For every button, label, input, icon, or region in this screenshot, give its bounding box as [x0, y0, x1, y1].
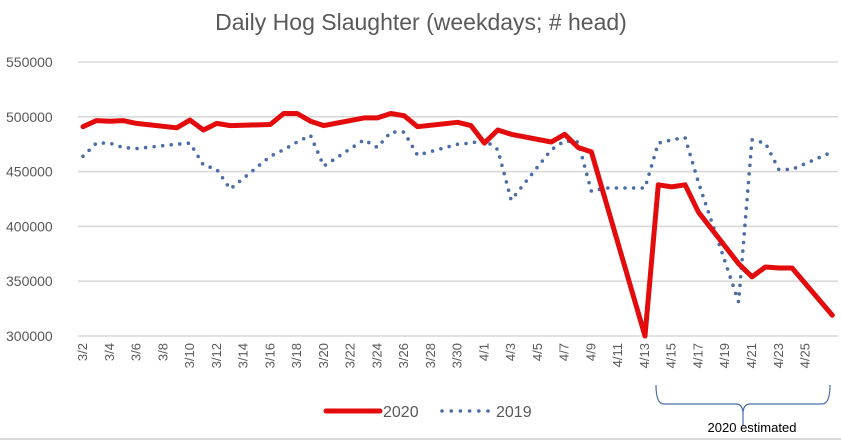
x-tick-label: 3/18	[289, 343, 304, 368]
x-tick-label: 4/15	[664, 343, 679, 368]
x-tick-label: 4/5	[530, 343, 545, 361]
x-tick-label: 3/4	[102, 343, 117, 361]
x-tick-label: 3/24	[369, 343, 384, 368]
y-tick-label: 300000	[6, 328, 53, 344]
estimate-annotation: 2020 estimated	[655, 384, 831, 435]
x-tick-label: 4/23	[771, 343, 786, 368]
x-axis-ticks: 3/2 3/4 3/6 3/8 3/10 3/12 3/14 3/16 3/18 3/20 3/22…	[75, 343, 813, 368]
x-tick-label: 3/16	[262, 343, 277, 368]
x-tick-label: 4/25	[798, 343, 813, 368]
legend-label-2019: 2019	[496, 404, 532, 421]
legend-label-2020: 2020	[383, 404, 419, 421]
x-tick-label: 4/19	[717, 343, 732, 368]
gridlines	[78, 61, 838, 337]
x-tick-label: 3/8	[155, 343, 170, 361]
series-line-2020	[80, 111, 835, 339]
x-tick-label: 4/9	[583, 343, 598, 361]
x-tick-label: 3/20	[316, 343, 331, 368]
bottom-divider	[0, 438, 841, 440]
series-layer	[80, 111, 835, 339]
x-tick-label: 4/21	[744, 343, 759, 368]
legend: 2020 2019	[323, 404, 532, 421]
x-tick-label: 3/30	[450, 343, 465, 368]
x-tick-label: 4/11	[610, 343, 625, 367]
x-tick-label: 3/26	[396, 343, 411, 368]
y-tick-label: 350000	[6, 273, 53, 289]
x-tick-label: 4/13	[637, 343, 652, 368]
x-tick-label: 4/1	[476, 343, 491, 361]
x-tick-label: 3/10	[182, 343, 197, 368]
x-tick-label: 4/17	[690, 343, 705, 368]
x-tick-label: 3/2	[75, 343, 90, 361]
y-tick-label: 400000	[6, 218, 53, 234]
x-tick-label: 3/12	[209, 343, 224, 368]
y-axis-ticks: 300000 350000 400000 450000 500000 550000	[6, 54, 53, 344]
series-line-2019	[81, 130, 835, 304]
y-tick-label: 500000	[6, 109, 53, 125]
x-tick-label: 4/7	[557, 343, 572, 361]
curly-brace	[655, 384, 831, 426]
x-tick-label: 3/14	[236, 343, 251, 368]
y-tick-label: 450000	[6, 164, 53, 180]
y-tick-label: 550000	[6, 54, 53, 70]
x-tick-label: 3/22	[343, 343, 358, 368]
x-tick-label: 4/3	[503, 343, 518, 361]
chart-title: Daily Hog Slaughter (weekdays; # head)	[215, 9, 627, 35]
annotation-label: 2020 estimated	[708, 420, 797, 435]
x-tick-label: 3/6	[129, 343, 144, 361]
x-tick-label: 3/28	[423, 343, 438, 368]
